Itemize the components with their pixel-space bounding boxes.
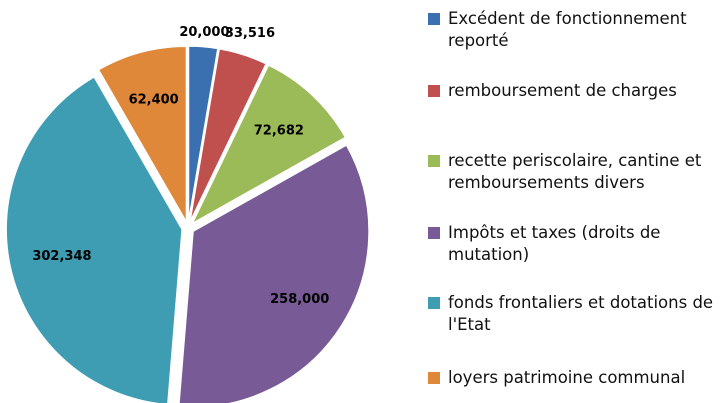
pie-slice [178,143,370,403]
legend-label: remboursement de charges [448,81,677,100]
pie-slice [190,64,347,226]
data-label: 62,400 [129,92,179,107]
data-label: 302,348 [32,249,91,264]
data-label: 20,000 [179,25,229,40]
pie-slice [97,45,188,226]
legend-swatch [428,85,440,97]
legend-item: Impôts et taxes (droits de mutation) [428,222,720,266]
legend-item: Excédent de fonctionnement reporté [428,8,720,52]
legend-label: loyers patrimoine communal [448,368,686,387]
data-label: 72,682 [254,124,304,139]
data-label: 33,516 [225,26,275,41]
legend-swatch [428,155,440,167]
legend-label: Impôts et taxes (droits de mutation) [448,223,661,264]
pie-slice [189,47,268,223]
legend-item: loyers patrimoine communal [428,367,720,389]
legend-item: fonds frontaliers et dotations de l'Etat [428,292,720,336]
legend-swatch [428,227,440,239]
pie-slice [5,75,183,403]
legend-swatch [428,13,440,25]
data-label: 258,000 [270,292,329,307]
legend-swatch [428,297,440,309]
pie-slice [187,45,219,223]
legend-label: fonds frontaliers et dotations de l'Etat [448,293,714,334]
legend-item: recette periscolaire, cantine et rembour… [428,150,720,194]
legend-swatch [428,372,440,384]
legend-label: recette periscolaire, cantine et rembour… [448,151,702,192]
legend-label: Excédent de fonctionnement reporté [448,9,687,50]
legend-item: remboursement de charges [428,80,720,102]
